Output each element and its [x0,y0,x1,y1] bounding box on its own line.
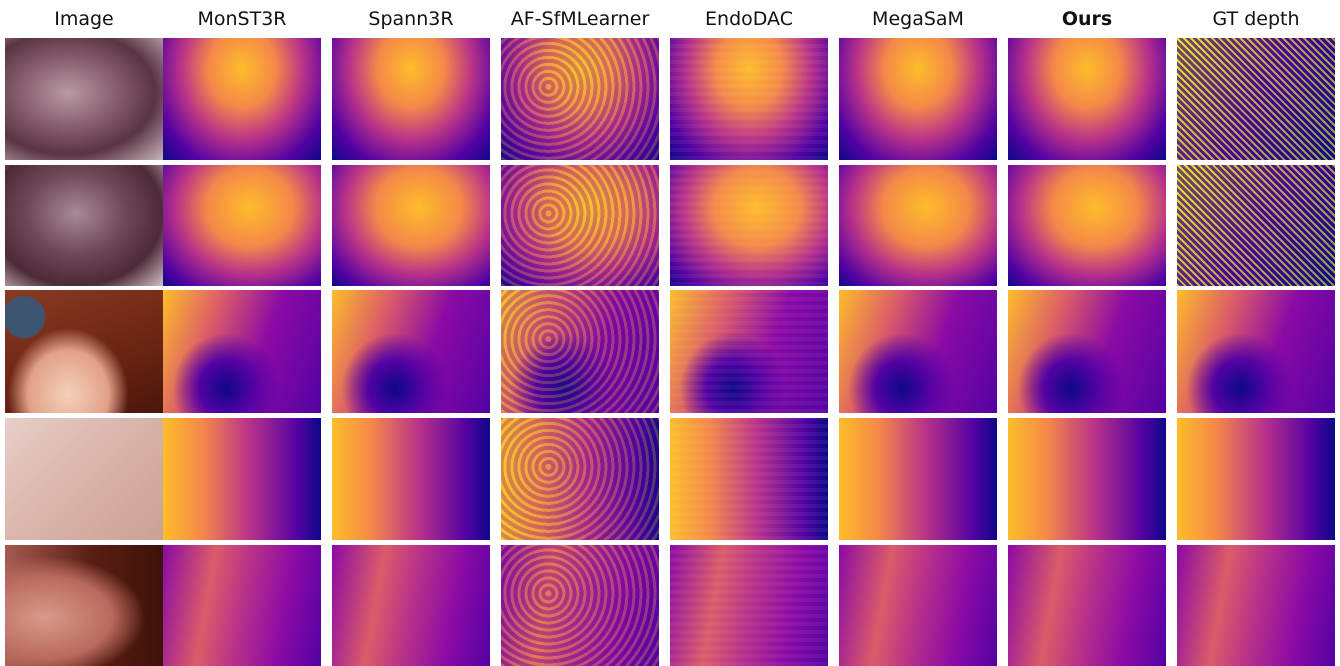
depth-map [163,38,321,160]
depth-map [1008,165,1166,286]
depth-map [670,290,828,413]
depth-map [670,38,828,160]
depth-map [839,38,997,160]
depth-map [1008,545,1166,666]
column-header: MegaSaM [838,4,998,34]
depth-map [163,290,321,413]
depth-map [1008,418,1166,540]
depth-map [332,38,490,160]
depth-map [839,290,997,413]
column-header: Ours [1007,4,1167,34]
depth-map [501,38,659,160]
depth-map [839,418,997,540]
depth-map [839,545,997,666]
depth-map [670,165,828,286]
depth-map [501,165,659,286]
column-header: EndoDAC [669,4,829,34]
depth-map [332,418,490,540]
depth-map [332,290,490,413]
depth-map [501,418,659,540]
depth-map [1177,418,1335,540]
input-image [5,165,163,286]
depth-map [1008,290,1166,413]
column-header: GT depth [1176,4,1336,34]
depth-map [670,545,828,666]
depth-map [1177,290,1335,413]
depth-map [501,290,659,413]
depth-map [332,165,490,286]
depth-map [670,418,828,540]
depth-map [163,545,321,666]
column-header: Spann3R [331,4,491,34]
depth-map [1177,38,1335,160]
column-header: Image [4,4,164,34]
input-image [5,418,163,540]
figure: (() => { const data = JSON.parse(documen… [0,0,1340,666]
depth-map [163,165,321,286]
column-header: MonST3R [162,4,322,34]
depth-map [839,165,997,286]
input-image [5,545,163,666]
input-image [5,38,163,160]
depth-map [1177,545,1335,666]
depth-map [163,418,321,540]
column-header: AF-SfMLearner [500,4,660,34]
depth-map [1008,38,1166,160]
depth-map [501,545,659,666]
depth-map [1177,165,1335,286]
input-image [5,290,163,413]
depth-map [332,545,490,666]
